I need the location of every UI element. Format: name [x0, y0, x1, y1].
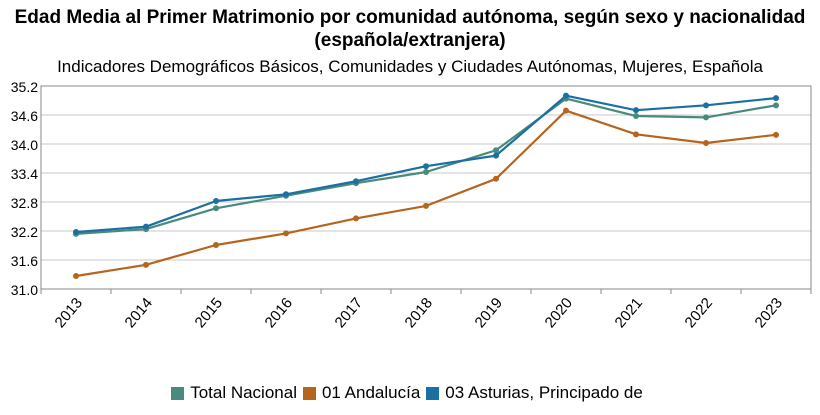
- legend-swatch: [426, 386, 440, 400]
- data-point: [493, 175, 499, 182]
- data-point: [213, 242, 219, 249]
- legend-item: 01 Andalucía: [302, 383, 421, 403]
- data-point: [423, 163, 429, 170]
- data-point: [143, 223, 149, 230]
- y-tick-label: 34.0: [11, 137, 38, 153]
- data-point: [423, 202, 429, 209]
- y-tick-label: 31.6: [11, 253, 38, 269]
- data-point: [703, 114, 709, 121]
- x-tick-label: 2019: [472, 295, 506, 331]
- data-point: [633, 107, 639, 114]
- data-point: [353, 215, 359, 222]
- chart-subtitle: Indicadores Demográficos Básicos, Comuni…: [57, 57, 763, 76]
- legend-item: Total Nacional: [171, 383, 297, 403]
- data-point: [773, 102, 779, 109]
- data-point: [493, 147, 499, 154]
- y-tick-label: 31.0: [11, 282, 38, 298]
- legend-swatch: [171, 386, 185, 400]
- data-point: [773, 95, 779, 102]
- data-point: [353, 178, 359, 185]
- data-point: [773, 131, 779, 138]
- data-point: [703, 102, 709, 109]
- data-point: [283, 191, 289, 198]
- legend-label: 01 Andalucía: [321, 383, 421, 402]
- data-point: [563, 92, 569, 99]
- x-tick-label: 2013: [52, 295, 86, 331]
- y-tick-label: 34.6: [11, 108, 38, 124]
- data-point: [423, 169, 429, 176]
- x-tick-label: 2022: [682, 295, 716, 331]
- legend-swatch: [302, 386, 316, 400]
- data-point: [703, 140, 709, 147]
- x-tick-label: 2015: [192, 295, 226, 331]
- data-point: [213, 198, 219, 205]
- data-point: [283, 230, 289, 237]
- data-point: [493, 152, 499, 159]
- legend-label: Total Nacional: [190, 383, 297, 402]
- legend-item: 03 Asturias, Principado de: [426, 383, 643, 403]
- y-tick-label: 32.8: [11, 195, 38, 211]
- data-point: [143, 261, 149, 268]
- line-chart: 31.0 31.6 32.2 32.8 33.4 34.0 34.6 35.2 2013 2014…: [11, 79, 812, 331]
- plot-frame: [40, 85, 812, 290]
- legend-label: 03 Asturias, Principado de: [445, 383, 643, 402]
- data-point: [633, 112, 639, 119]
- y-tick-label: 33.4: [11, 166, 38, 182]
- x-tick-label: 2014: [122, 295, 156, 331]
- y-tick-label: 32.2: [11, 224, 38, 240]
- x-tick-label: 2021: [612, 295, 646, 331]
- legend: Total Nacional 01 Andalucía 03 Asturias, P…: [0, 383, 820, 403]
- data-point: [213, 205, 219, 212]
- y-tick-label: 35.2: [11, 79, 38, 95]
- x-tick-label: 2018: [402, 295, 436, 331]
- x-tick-label: 2016: [262, 295, 296, 331]
- data-point: [563, 107, 569, 114]
- x-tick-label: 2017: [332, 295, 366, 331]
- data-point: [73, 228, 79, 235]
- data-point: [633, 131, 639, 138]
- series-line-1: [75, 109, 777, 278]
- x-tick-label: 2020: [542, 295, 576, 331]
- data-point: [73, 272, 79, 279]
- chart-title: Edad Media al Primer Matrimonio por comu…: [14, 7, 806, 51]
- x-tick-label: 2023: [752, 295, 786, 331]
